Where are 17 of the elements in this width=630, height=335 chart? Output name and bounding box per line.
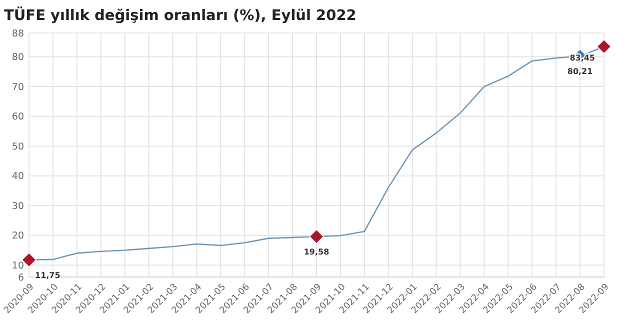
y-tick-label: 50 bbox=[12, 141, 24, 152]
data-label: 19,58 bbox=[304, 248, 330, 257]
point bbox=[309, 229, 324, 244]
y-tick-label: 30 bbox=[12, 200, 24, 212]
y-tick-label: 80 bbox=[12, 52, 24, 64]
chart-title: TÜFE yıllık değişim oranları (%), Eylül 2022 bbox=[4, 6, 356, 24]
y-tick-label: 88 bbox=[12, 28, 24, 40]
data-label: 11,75 bbox=[35, 270, 61, 280]
y-tick-label: 10 bbox=[12, 260, 24, 272]
y-tick-label: 70 bbox=[12, 82, 24, 93]
y-tick-label: 6 bbox=[18, 272, 24, 284]
y-tick-label: 40 bbox=[12, 171, 24, 182]
point bbox=[22, 252, 36, 268]
y-tick-label: 60 bbox=[12, 112, 24, 123]
point bbox=[596, 39, 612, 54]
data-label: 80,21 bbox=[567, 67, 594, 76]
y-tick-label: 20 bbox=[12, 230, 24, 242]
